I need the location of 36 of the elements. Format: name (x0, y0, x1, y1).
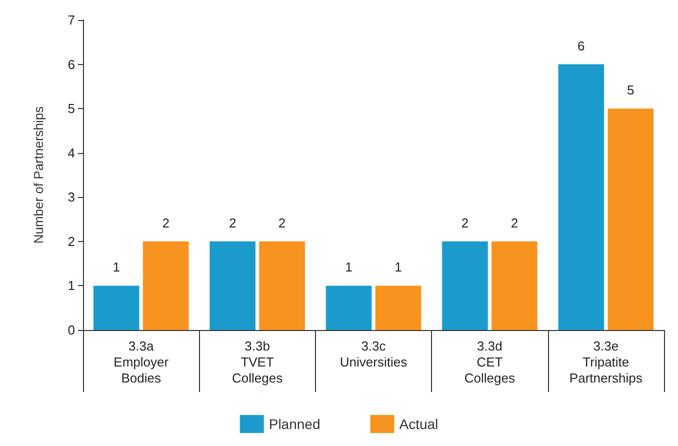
data-label: 6 (578, 38, 585, 54)
legend-label: Planned (268, 416, 320, 432)
x-tick-label: 3.3c Universities (340, 338, 408, 370)
data-label: 1 (394, 260, 402, 275)
x-tick-label: 3.3d CET Colleges (464, 338, 516, 386)
y-tick-label: 7 (68, 12, 75, 28)
bar (492, 241, 538, 330)
data-label: 2 (461, 215, 469, 230)
y-tick-label: 0 (68, 322, 75, 338)
y-tick-label: 2 (68, 234, 75, 249)
data-label: 2 (162, 215, 170, 230)
data-label: 5 (627, 82, 634, 98)
y-axis-title: Number of Partnerships (31, 106, 46, 244)
data-label: 1 (345, 260, 352, 275)
y-tick-label: 3 (68, 190, 75, 205)
bar (326, 286, 372, 330)
y-tick-label: 1 (68, 278, 75, 294)
bar (142, 241, 189, 330)
y-tick-label: 5 (68, 101, 75, 116)
y-tick-label: 4 (68, 145, 75, 160)
data-label: 2 (228, 215, 236, 230)
y-tick-label: 6 (68, 56, 75, 72)
bar (442, 241, 488, 330)
bar (259, 241, 305, 330)
data-label: 2 (278, 215, 286, 230)
data-label: 1 (112, 260, 120, 275)
x-tick-label: 3.3e Tripatite Partnerships (569, 338, 643, 386)
bar (558, 64, 604, 330)
x-tick-label: 3.3a Employer Bodies (114, 338, 170, 386)
data-label: 2 (510, 215, 518, 230)
legend-label: Actual (399, 416, 438, 432)
bar (93, 286, 140, 330)
bar (375, 286, 422, 330)
bar (210, 241, 256, 330)
bar (608, 108, 654, 330)
x-tick-label: 3.3b TVET Colleges (232, 338, 284, 386)
